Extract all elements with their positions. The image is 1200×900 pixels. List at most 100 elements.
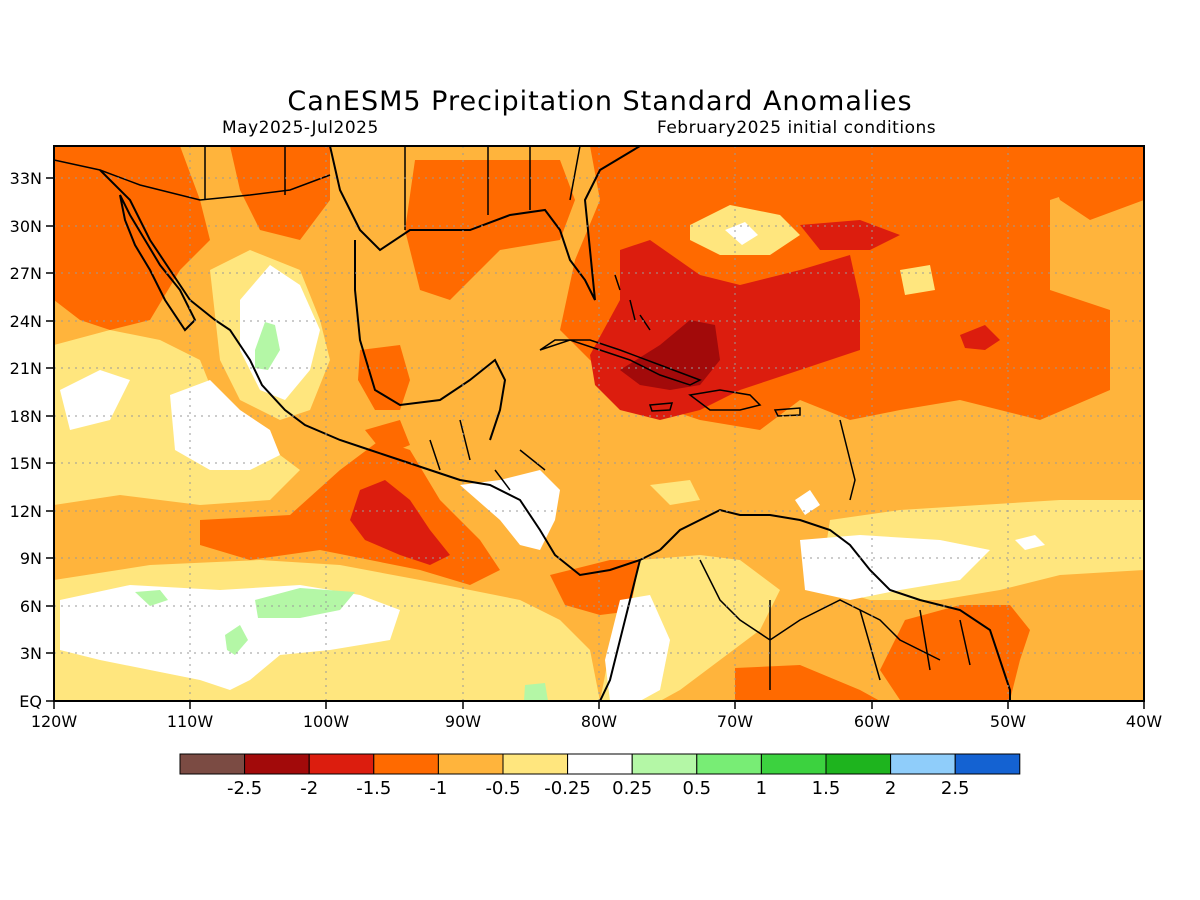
- mexico-gulf-coast: [354, 240, 507, 441]
- colorbar-swatch: [502, 753, 569, 775]
- colorbar-swatch: [179, 753, 246, 775]
- bahamas-islands: [614, 274, 651, 331]
- colorbar-swatch: [760, 753, 827, 775]
- atlantic-east-white-patch: [1015, 535, 1045, 550]
- south-america-borders: [699, 559, 971, 690]
- lon-label: 60W: [854, 712, 890, 731]
- lat-label: EQ: [19, 692, 42, 711]
- colorbar-swatch: [954, 753, 1021, 775]
- yucatan-strong-region: [358, 345, 410, 410]
- colorbar-swatch: [631, 753, 698, 775]
- borders: [54, 146, 971, 690]
- lat-label: 27N: [10, 264, 42, 283]
- caribbean-white-patch: [795, 490, 820, 515]
- colorbar-swatch: [373, 753, 439, 775]
- colorbar-label: -2: [300, 778, 318, 799]
- colorbar-label: -1.5: [356, 778, 391, 799]
- central-america-borders: [429, 419, 546, 491]
- lon-label: 70W: [717, 712, 753, 731]
- grid-lines: [54, 146, 1144, 701]
- baja-california: [119, 194, 197, 332]
- guianas-strong-region: [880, 605, 1030, 700]
- venezuela-white-region: [800, 535, 990, 600]
- latitude-labels: 33N 30N 27N 24N 21N 18N 15N 12N 9N 6N 3N…: [10, 169, 42, 711]
- tick-marks: [46, 177, 1145, 709]
- colorbar-swatch: [308, 753, 375, 775]
- central-america-white-region: [460, 470, 560, 550]
- initial-conditions: February2025 initial conditions: [657, 118, 937, 138]
- amazon-strong-region: [735, 665, 880, 701]
- colorbar-swatch: [696, 753, 762, 775]
- colombia-white-region: [605, 595, 670, 701]
- lat-label: 12N: [10, 502, 42, 521]
- colorbar-swatch: [437, 753, 504, 775]
- forecast-period: May2025-Jul2025: [222, 118, 379, 138]
- lat-label: 30N: [10, 217, 42, 236]
- cuba-island: [539, 339, 702, 386]
- pacific-green-region-1: [255, 588, 355, 618]
- lon-label: 90W: [445, 712, 481, 731]
- lon-label: 120W: [31, 712, 78, 731]
- south-america-coast: [659, 508, 1011, 701]
- lat-label: 6N: [20, 597, 42, 616]
- colorbar-label: -1: [429, 778, 447, 799]
- coastlines: [99, 146, 1011, 701]
- atlantic-east-red-region: [960, 325, 1000, 350]
- islands: [539, 274, 856, 501]
- atlantic-ne-strong-region: [1040, 146, 1144, 220]
- colorbar-label: 0.25: [612, 778, 652, 799]
- lat-label: 24N: [10, 312, 42, 331]
- colorbar-label: 2.5: [941, 778, 970, 799]
- lat-label: 18N: [10, 407, 42, 426]
- gulf-strong-region: [405, 160, 575, 300]
- colorbar-label: -2.5: [227, 778, 262, 799]
- colorbar-label: 0.5: [682, 778, 711, 799]
- mexico-north-strong-region: [230, 146, 330, 240]
- galapagos-green-region: [524, 683, 548, 701]
- mexico-green-region: [255, 322, 280, 370]
- pacific-white-region: [170, 380, 280, 470]
- lon-label: 110W: [167, 712, 214, 731]
- lon-label: 100W: [303, 712, 350, 731]
- florida-light-region: [900, 265, 935, 295]
- lat-label: 9N: [20, 549, 42, 568]
- colorbar-swatch: [244, 753, 310, 775]
- lat-label: 3N: [20, 644, 42, 663]
- bay-light-region: [650, 480, 700, 505]
- us-state-lines: [204, 146, 581, 230]
- colorbar-swatch: [825, 753, 892, 775]
- us-mexico-border: [54, 159, 331, 201]
- lat-label: 15N: [10, 454, 42, 473]
- gulf-coast: [329, 146, 641, 301]
- pacific-green-region-2: [135, 590, 168, 606]
- colorbar-swatch: [890, 753, 956, 775]
- colorbar-label: 1: [756, 778, 767, 799]
- jamaica-island: [648, 402, 674, 412]
- longitude-labels: 120W 110W 100W 90W 80W 70W 60W 50W 40W: [31, 712, 1162, 731]
- puerto-rico-island: [773, 407, 801, 417]
- lon-label: 40W: [1126, 712, 1162, 731]
- colorbar-label: 1.5: [812, 778, 841, 799]
- pacific-green-region-3: [225, 625, 248, 655]
- atlantic-white-patch: [725, 222, 758, 245]
- lesser-antilles: [839, 419, 856, 501]
- lat-label: 21N: [10, 359, 42, 378]
- pacific-red-region: [350, 480, 450, 565]
- hispaniola-island: [688, 389, 762, 411]
- hispaniola-darkred-core: [620, 320, 720, 390]
- lon-label: 80W: [581, 712, 617, 731]
- anomaly-field: [54, 146, 1144, 701]
- bahamas-red-region: [800, 220, 900, 250]
- central-america-strong-region: [365, 420, 410, 455]
- map-title: CanESM5 Precipitation Standard Anomalies: [287, 86, 913, 117]
- pacific-west-white-region: [60, 370, 130, 430]
- lon-label: 50W: [990, 712, 1026, 731]
- pacific-sa-coast: [599, 559, 641, 701]
- colorbar-label: 2: [885, 778, 896, 799]
- colorbar: -2.5 -2 -1.5 -1 -0.5 -0.25 0.25 0.5 1 1.5 2 2.5: [179, 753, 1021, 799]
- colorbar-label: -0.5: [485, 778, 520, 799]
- lat-label: 33N: [10, 169, 42, 188]
- colorbar-swatch: [567, 753, 633, 775]
- colorbar-label: -0.25: [544, 778, 591, 799]
